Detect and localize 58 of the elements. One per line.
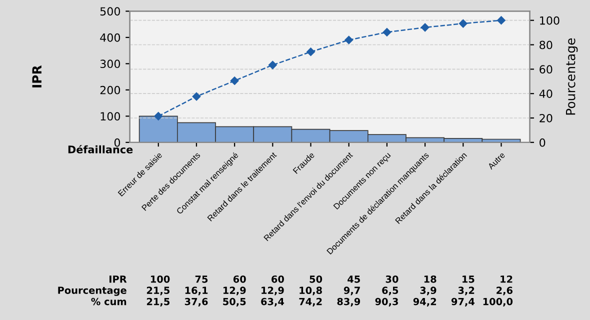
y2-tick-label: 80 (540, 40, 552, 50)
y-tick-label: 500 (100, 7, 120, 16)
point (420, 23, 430, 32)
text: 9,7 (344, 286, 360, 296)
text: 3,9 (420, 286, 436, 296)
text: 16,1 (185, 286, 208, 296)
text: 2,6 (496, 286, 513, 296)
text: 21,5 (146, 286, 170, 296)
y2-tick-label: 40 (539, 90, 552, 98)
point (382, 28, 392, 36)
text: 6,5 (382, 286, 398, 296)
y-tick-label: 300 (100, 60, 120, 68)
y-tick-label: 400 (100, 33, 120, 42)
text: % cum (91, 298, 126, 306)
data-label: 97,4 (451, 298, 475, 306)
data-label: 94,2 (413, 298, 436, 306)
data-label: 50,5 (223, 298, 246, 306)
y-tick-label: 100 (100, 112, 120, 121)
data-label: 15 (462, 276, 474, 283)
data-label: 37,6 (184, 298, 208, 306)
data-label: 12 (500, 275, 512, 283)
text: 10,8 (300, 286, 322, 296)
y2-tick-label: 60 (540, 65, 552, 74)
text: IPR (110, 276, 127, 283)
data-label: 18 (424, 275, 436, 283)
y-tick-label: 200 (100, 86, 120, 94)
data-label: 21,5 (146, 298, 170, 306)
data-label: 83,9 (337, 298, 360, 306)
data-label: 90,3 (375, 298, 398, 306)
text: 3,2 (458, 286, 474, 296)
data-label: 74,2 (299, 298, 322, 306)
y2-tick-label: 0 (540, 138, 546, 147)
y-tick-label: 0 (114, 138, 120, 147)
data-label: 45 (348, 276, 360, 283)
point (230, 76, 239, 85)
point (344, 36, 353, 44)
data-label: 100,0 (483, 298, 513, 306)
data-label: 100 (150, 275, 170, 283)
data-label: 30 (386, 275, 398, 283)
data-label: 63,4 (261, 298, 284, 306)
text: 12,9 (223, 286, 246, 296)
y2-tick-label: 20 (540, 114, 552, 122)
point (268, 60, 277, 70)
point (192, 92, 201, 101)
point (154, 112, 163, 120)
point (497, 16, 506, 24)
x-axis-title: Défaillance (68, 144, 133, 154)
y2-axis-title: Pourcentage (566, 38, 578, 115)
point (459, 19, 468, 28)
y2-tick-label: 100 (540, 16, 560, 25)
text: Pourcentage (58, 286, 126, 296)
data-label: 50 (310, 275, 322, 283)
text: 12,9 (262, 286, 284, 296)
data-label: 75 (195, 276, 208, 283)
data-label: 60 (272, 275, 284, 283)
data-label: 60 (233, 275, 246, 283)
y-axis-title: IPR (32, 65, 42, 88)
point (306, 48, 315, 56)
